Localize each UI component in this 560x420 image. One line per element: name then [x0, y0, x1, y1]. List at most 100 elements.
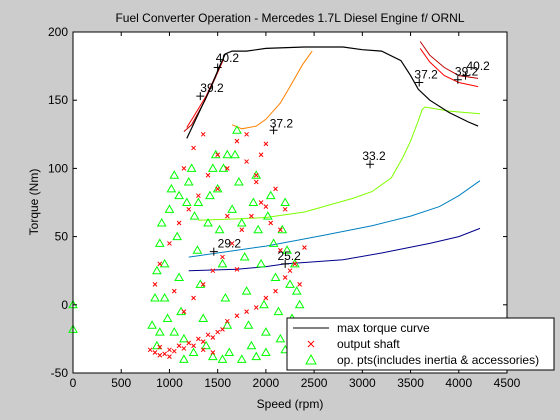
- op-point-20: [192, 245, 203, 254]
- op-point-17: [183, 177, 194, 186]
- output-shaft-point-7: [181, 346, 187, 351]
- plus-marker-0: [213, 63, 222, 72]
- efficiency-contour-0: [188, 227, 481, 272]
- x-tick-label-3: 1500: [204, 376, 231, 390]
- op-point-72: [236, 354, 247, 363]
- output-shaft-point-61: [210, 350, 216, 355]
- op-point-5: [154, 238, 165, 247]
- op-point-46: [256, 258, 266, 268]
- output-shaft-point-4: [167, 347, 172, 353]
- output-shaft-point-20: [263, 295, 269, 301]
- output-shaft-point-30: [224, 166, 230, 171]
- op-point-52: [270, 272, 281, 282]
- output-shaft-point-42: [200, 281, 206, 287]
- output-shaft-point-66: [282, 206, 288, 212]
- op-point-50: [265, 190, 276, 200]
- op-point-77: [251, 351, 262, 361]
- op-point-73: [261, 347, 271, 357]
- op-point-28: [212, 183, 223, 193]
- contour-label-6: 37.2: [414, 67, 438, 81]
- y-tick-label-4: 150: [48, 93, 68, 107]
- op-point-15: [179, 333, 189, 343]
- op-point-23: [201, 340, 211, 350]
- output-shaft-point-52: [297, 281, 302, 287]
- output-shaft-point-19: [253, 305, 259, 310]
- plus-marker-2: [269, 126, 278, 135]
- y-tick-label-0: -50: [51, 366, 69, 380]
- op-point-43: [248, 197, 259, 206]
- plus-marker-7: [453, 75, 462, 84]
- output-shaft-point-1: [152, 350, 158, 355]
- op-point-40: [241, 286, 252, 295]
- op-point-22: [198, 313, 209, 322]
- plot-area: [73, 32, 507, 373]
- legend: max torque curve output shaft op. pts(incl…: [286, 317, 555, 371]
- op-point-3: [150, 292, 160, 302]
- op-point-7: [159, 258, 170, 268]
- plus-marker-1: [196, 92, 205, 101]
- x-tick-label-9: 4500: [494, 376, 521, 390]
- output-shaft-point-43: [210, 268, 216, 274]
- output-shaft-point-0: [147, 347, 153, 353]
- op-point-69: [169, 327, 180, 336]
- output-shaft-point-17: [234, 313, 240, 319]
- op-point-32: [222, 320, 233, 329]
- op-point-35: [230, 149, 240, 159]
- output-shaft-point-8: [186, 340, 192, 346]
- contour-label-8: 40.2: [466, 59, 490, 73]
- output-shaft-point-48: [258, 200, 264, 205]
- op-point-53: [273, 306, 284, 316]
- output-shaft-point-13: [210, 335, 216, 340]
- output-shaft-point-55: [258, 152, 264, 158]
- output-shaft-point-64: [157, 352, 163, 358]
- chart-title: Fuel Converter Operation - Mercedes 1.7L…: [115, 11, 464, 25]
- output-shaft-point-65: [273, 186, 278, 192]
- legend-triangle-swatch: [305, 353, 317, 365]
- output-shaft-point-44: [220, 254, 225, 260]
- plus-marker-5: [281, 259, 290, 268]
- x-tick-label-8: 4000: [445, 376, 472, 390]
- contour-label-7: 39.2: [455, 65, 479, 79]
- output-shaft-point-53: [234, 266, 240, 272]
- op-point-48: [261, 327, 271, 336]
- op-point-61: [291, 286, 302, 295]
- output-shaft-point-62: [200, 347, 206, 353]
- op-point-68: [159, 292, 170, 302]
- op-point-47: [259, 299, 269, 309]
- op-point-41: [243, 320, 254, 329]
- op-point-2: [147, 320, 157, 329]
- plus-marker-6: [415, 78, 424, 87]
- output-shaft-point-3: [162, 351, 167, 357]
- x-tick-label-7: 3500: [397, 376, 424, 390]
- op-point-6: [156, 217, 167, 227]
- op-point-70: [188, 347, 199, 357]
- y-tick-label-1: 0: [61, 298, 68, 312]
- contour-labels: 40.239.237.233.229.225.237.2 39.240.2: [200, 51, 490, 263]
- output-shaft-point-23: [292, 261, 298, 267]
- output-shaft-point-11: [200, 339, 206, 344]
- op-point-16: [181, 197, 192, 206]
- op-point-71: [207, 351, 218, 361]
- op-point-4: [152, 265, 162, 275]
- op-point-56: [280, 197, 291, 206]
- x-tick-label-2: 1000: [156, 376, 183, 390]
- op-point-11: [169, 170, 180, 179]
- output-shaft-point-60: [181, 166, 187, 171]
- output-shaft-point-28: [244, 159, 249, 164]
- output-shaft-point-41: [191, 295, 196, 301]
- output-shaft-point-12: [205, 332, 211, 338]
- op-point-80: [152, 340, 162, 350]
- output-shaft-point-37: [157, 261, 163, 267]
- contour-label-0: 40.2: [216, 51, 240, 65]
- op-point-10: [166, 183, 177, 193]
- op-point-65: [222, 149, 233, 159]
- output-shaft-point-9: [191, 343, 196, 349]
- op-point-51: [268, 238, 279, 247]
- output-shaft-point-15: [220, 326, 225, 332]
- op-point-49: [262, 211, 273, 220]
- efficiency-contour-1: [188, 180, 481, 258]
- output-shaft-point-25: [278, 227, 283, 233]
- plus-marker-4: [209, 247, 218, 256]
- op-point-36: [232, 125, 242, 134]
